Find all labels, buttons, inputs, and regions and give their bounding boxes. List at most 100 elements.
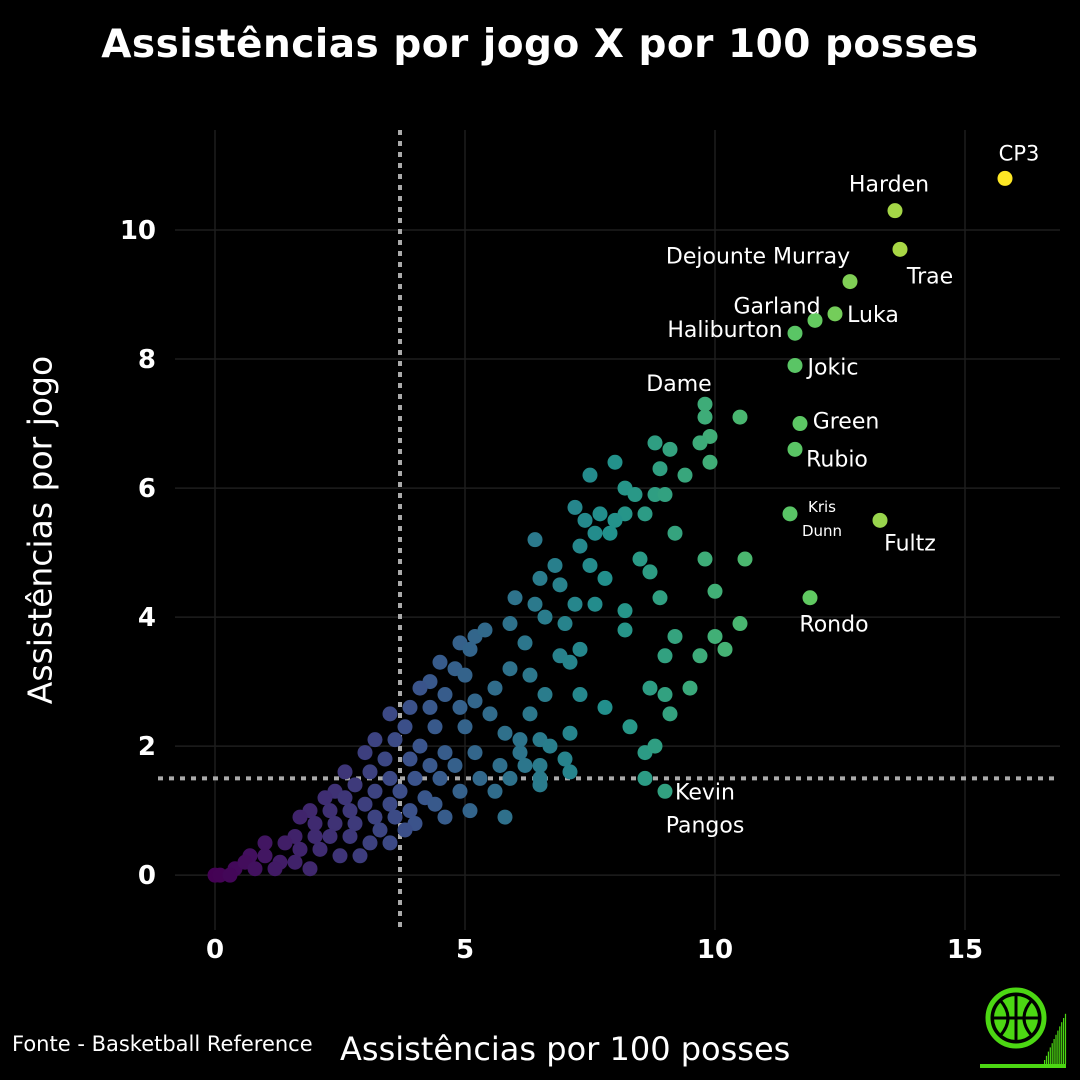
scatter-point [302,861,318,877]
scatter-point [257,835,273,851]
scatter-point [642,680,658,696]
scatter-point [717,641,733,657]
scatter-point [507,590,523,606]
scatter-point [367,783,383,799]
scatter-point [547,557,563,573]
scatter-point [637,506,653,522]
point-label: Harden [849,173,929,198]
scatter-point [257,848,273,864]
scatter-point [527,596,543,612]
labeled-scatter-point [787,325,803,341]
scatter-point [402,803,418,819]
y-tick-label: 8 [138,345,156,375]
grid-lines [175,130,1060,930]
labeled-scatter-point [892,241,908,257]
scatter-point [597,570,613,586]
scatter-point [617,622,633,638]
scatter-point [437,687,453,703]
x-axis-label: Assistências por 100 posses [340,1030,791,1068]
labeled-scatter-point [697,396,713,412]
axis-ticks: 0 5 10 15 0 2 4 6 8 10 [120,216,983,965]
point-label: Kris Dunn [802,498,842,540]
scatter-point [382,835,398,851]
labeled-scatter-point [887,203,903,219]
scatter-point [357,796,373,812]
scatter-point [377,751,393,767]
data-points [207,170,1013,883]
point-label: Dame [646,372,711,397]
scatter-point [467,745,483,761]
scatter-point [352,848,368,864]
scatter-point [407,770,423,786]
point-label: Rondo [799,613,868,638]
scatter-point [462,641,478,657]
point-label: Jokic [806,355,859,380]
scatter-point [487,783,503,799]
scatter-point [222,867,238,883]
scatter-point [657,487,673,503]
scatter-point [387,732,403,748]
scatter-point [542,738,558,754]
scatter-point [652,461,668,477]
scatter-point [602,525,618,541]
labeled-scatter-point [872,512,888,528]
scatter-point [337,790,353,806]
scatter-point [397,719,413,735]
scatter-point [537,687,553,703]
scatter-point [692,435,708,451]
scatter-point [552,577,568,593]
scatter-point [467,693,483,709]
chart-title: Assistências por jogo X por 100 posses [101,22,979,67]
scatter-point [572,538,588,554]
scatter-point [657,648,673,664]
scatter-point [322,828,338,844]
scatter-point [562,654,578,670]
labeled-scatter-point [787,441,803,457]
scatter-point [567,499,583,515]
scatter-point [587,525,603,541]
labeled-scatter-point [807,312,823,328]
scatter-point [437,809,453,825]
scatter-point [427,719,443,735]
point-labels: CP3 Harden Trae Dejounte Murray Luka GarlandH… [646,141,1039,838]
scatter-point [402,699,418,715]
scatter-point [647,435,663,451]
scatter-point [387,809,403,825]
scatter-point [472,770,488,786]
scatter-point [482,706,498,722]
scatter-point [307,816,323,832]
scatter-point [617,603,633,619]
basketball-logo-icon [980,987,1067,1068]
scatter-point [382,706,398,722]
source-note: Fonte - Basketball Reference [12,1032,313,1056]
scatter-point [517,757,533,773]
scatter-point [517,635,533,651]
y-tick-label: 4 [138,603,156,633]
point-label: Rubio [806,447,868,472]
labeled-scatter-point [827,306,843,322]
scatter-point [452,699,468,715]
scatter-point [292,841,308,857]
scatter-point [697,409,713,425]
scatter-point [732,616,748,632]
scatter-point [607,512,623,528]
scatter-point [317,790,333,806]
x-tick-label: 0 [206,935,224,965]
scatter-point [537,609,553,625]
scatter-point [412,680,428,696]
point-label: Haliburton [667,318,782,343]
scatter-point [557,751,573,767]
point-label: Green [813,410,880,435]
scatter-point [657,687,673,703]
scatter-point [357,745,373,761]
scatter-point [502,661,518,677]
x-tick-label: 10 [697,935,733,965]
scatter-point [292,809,308,825]
scatter-point [592,506,608,522]
scatter-point [532,570,548,586]
scatter-point [267,861,283,877]
scatter-point [512,745,528,761]
labeled-scatter-point [787,357,803,373]
scatter-point [492,757,508,773]
scatter-point [677,467,693,483]
